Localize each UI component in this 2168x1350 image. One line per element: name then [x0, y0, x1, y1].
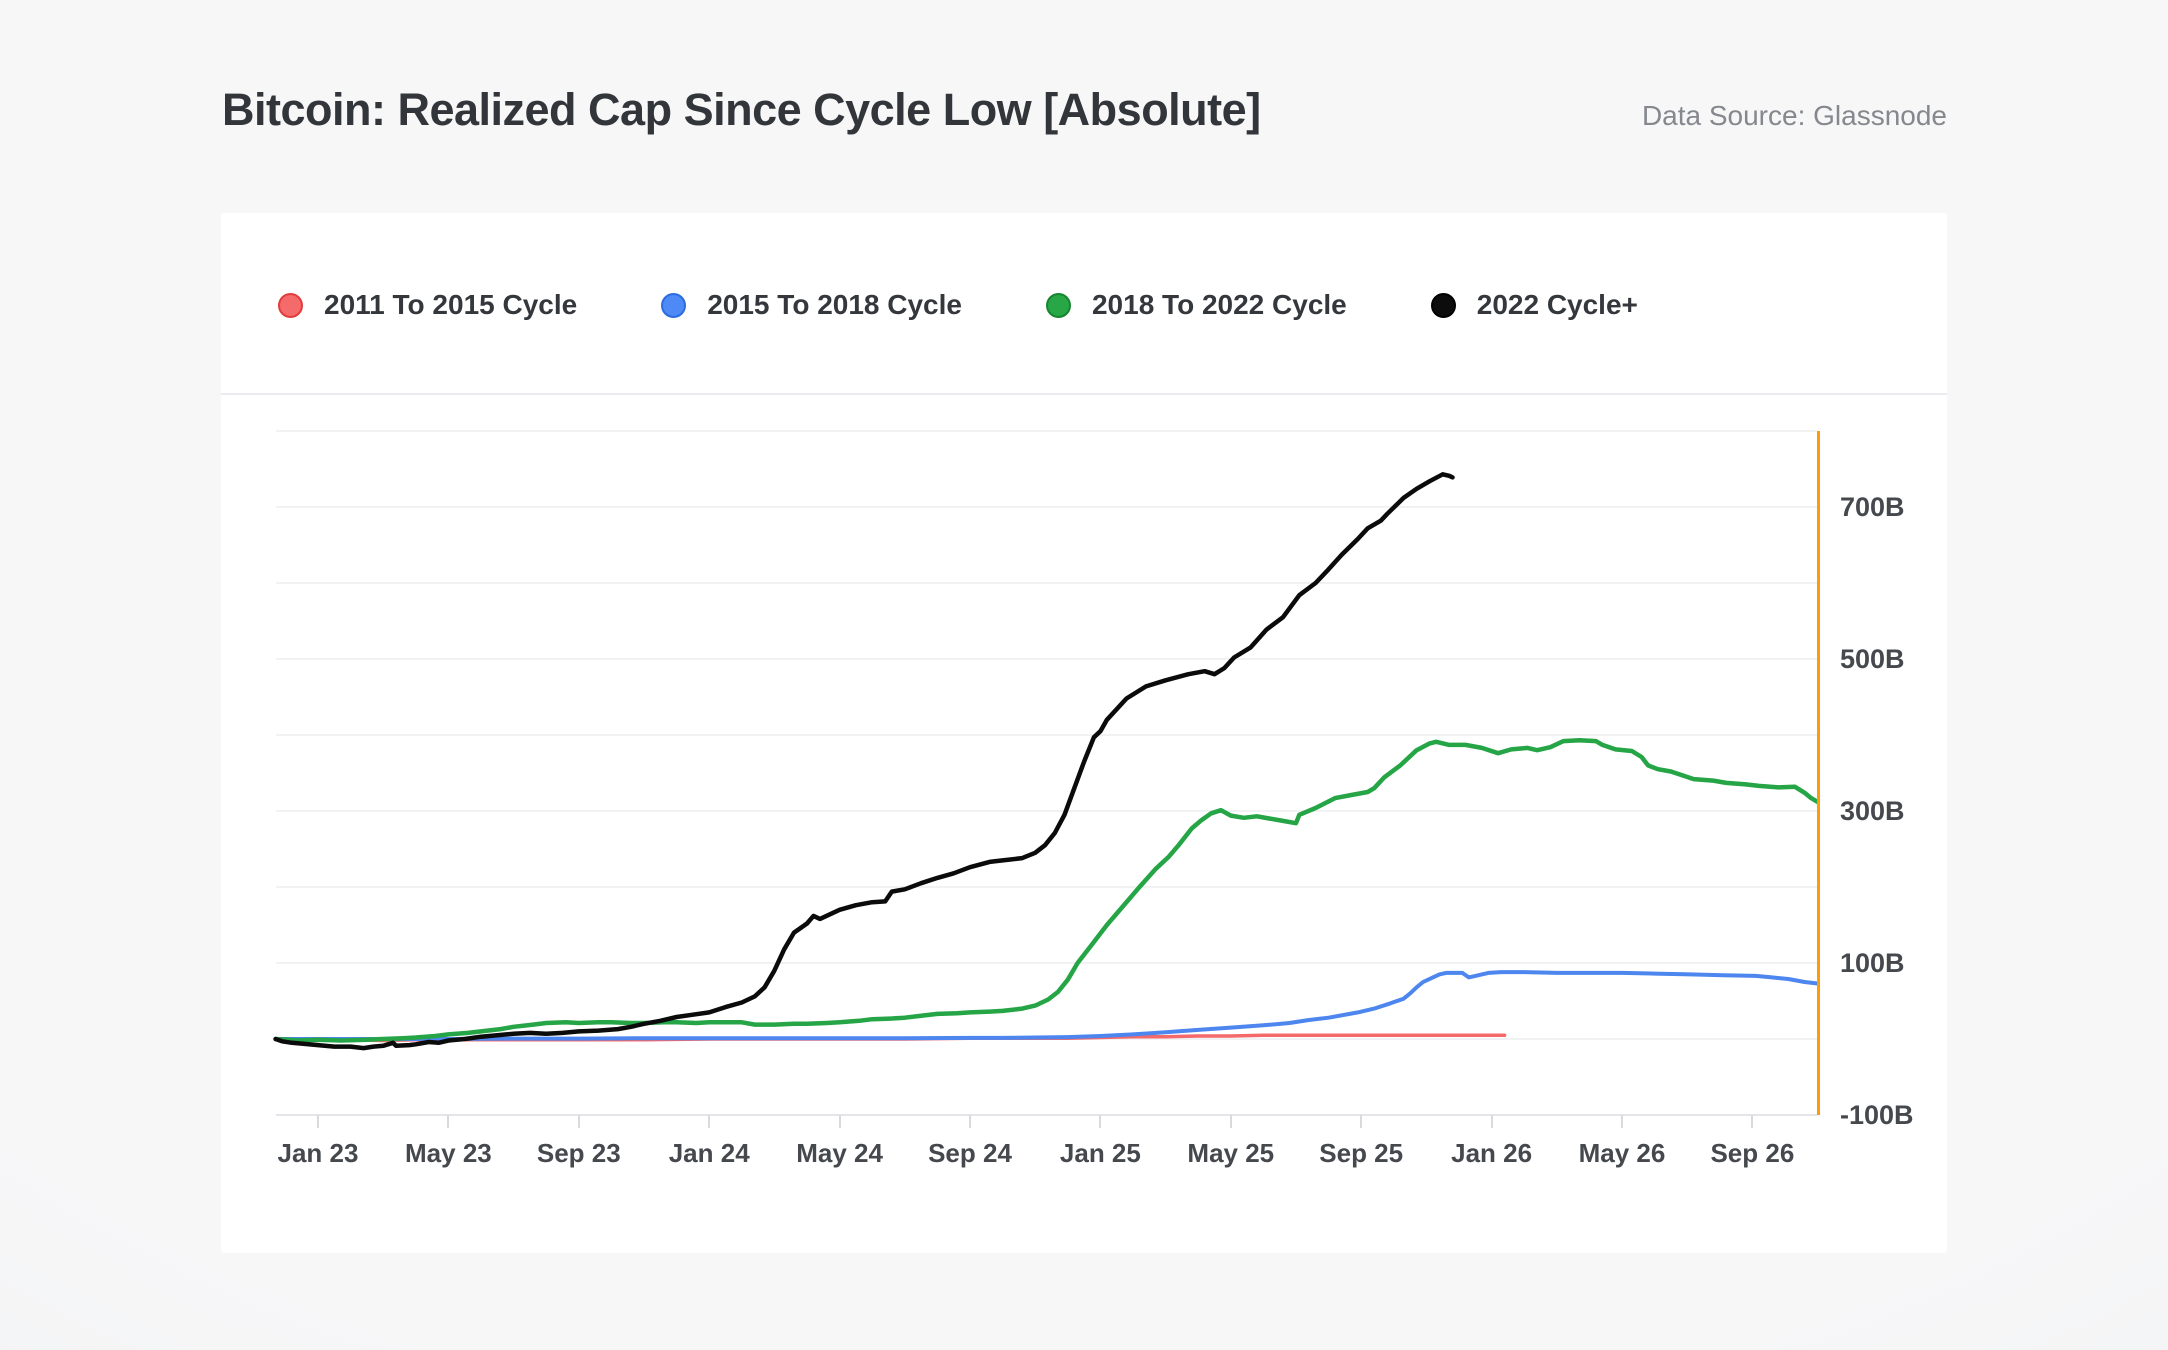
current-date-marker-line	[1817, 431, 1820, 1115]
legend-item-3[interactable]: 2018 To 2022 Cycle	[1045, 289, 1347, 321]
x-axis-label-May-23: May 23	[405, 1138, 492, 1168]
x-axis-tick	[447, 1115, 450, 1128]
x-axis-label-Sep-23: Sep 23	[536, 1138, 621, 1168]
x-axis-tick	[1751, 1115, 1754, 1128]
x-axis-tick	[1099, 1115, 1102, 1128]
x-axis-label-Jan-25: Jan 25	[1059, 1138, 1141, 1168]
legend-dot-icon	[1430, 292, 1456, 318]
plot-svg[interactable]	[273, 430, 1820, 1116]
series-line-4[interactable]	[273, 472, 1455, 1051]
header: Bitcoin: Realized Cap Since Cycle Low [A…	[222, 84, 1947, 136]
x-axis-label-Sep-26: Sep 26	[1710, 1138, 1795, 1168]
x-axis-tick	[317, 1115, 319, 1128]
x-axis-label-Sep-25: Sep 25	[1319, 1138, 1404, 1168]
y-axis-label-500B: 500B	[1840, 644, 1905, 674]
x-axis-tick	[708, 1115, 711, 1128]
x-axis-tick	[1229, 1115, 1232, 1128]
legend-item-label: 2011 To 2015 Cycle	[324, 289, 578, 320]
x-axis-label-May-25: May 25	[1187, 1138, 1275, 1168]
legend-dot-icon	[1045, 292, 1071, 318]
series-line-2[interactable]	[273, 970, 1820, 1041]
x-axis-tick	[577, 1115, 580, 1128]
plot-area[interactable]	[273, 430, 1820, 1116]
x-axis-label-Jan-24: Jan 24	[668, 1138, 750, 1168]
x-axis-tick	[1360, 1115, 1363, 1128]
legend-item-label: 2018 To 2022 Cycle	[1091, 289, 1347, 320]
chart-card: 2011 To 2015 Cycle 2015 To 2018 Cycle 2018…	[221, 213, 1947, 1253]
x-axis-label-Jan-26: Jan 26	[1451, 1138, 1533, 1168]
x-axis-label-Sep-24: Sep 24	[928, 1138, 1012, 1168]
series-line-3[interactable]	[273, 738, 1820, 1043]
x-axis-tick	[1490, 1115, 1493, 1128]
page-title: Bitcoin: Realized Cap Since Cycle Low [A…	[222, 84, 1261, 135]
y-axis-label--100B: -100B	[1840, 1100, 1914, 1130]
data-source-label: Data Source: Glassnode	[1641, 100, 1947, 131]
x-axis-tick	[969, 1115, 971, 1128]
legend-divider	[221, 393, 1947, 395]
y-axis-label-700B: 700B	[1840, 492, 1905, 522]
legend-item-2[interactable]: 2015 To 2018 Cycle	[661, 289, 962, 321]
y-axis-label-100B: 100B	[1840, 948, 1905, 978]
x-axis-label-May-26: May 26	[1578, 1138, 1666, 1168]
legend-dot-icon	[278, 292, 303, 318]
x-axis-label-May-24: May 24	[796, 1138, 883, 1168]
legend-item-label: 2022 Cycle+	[1476, 289, 1638, 320]
x-axis-label-Jan-23: Jan 23	[277, 1138, 359, 1168]
legend-dot-icon	[661, 292, 687, 318]
legend: 2011 To 2015 Cycle 2015 To 2018 Cycle 2018…	[278, 289, 1638, 321]
y-axis-label-300B: 300B	[1840, 796, 1905, 826]
legend-item-1[interactable]: 2011 To 2015 Cycle	[278, 289, 577, 321]
legend-item-4[interactable]: 2022 Cycle+	[1430, 289, 1638, 321]
x-axis-tick	[1621, 1115, 1623, 1128]
x-axis-tick	[838, 1115, 841, 1128]
legend-item-label: 2015 To 2018 Cycle	[707, 289, 962, 320]
